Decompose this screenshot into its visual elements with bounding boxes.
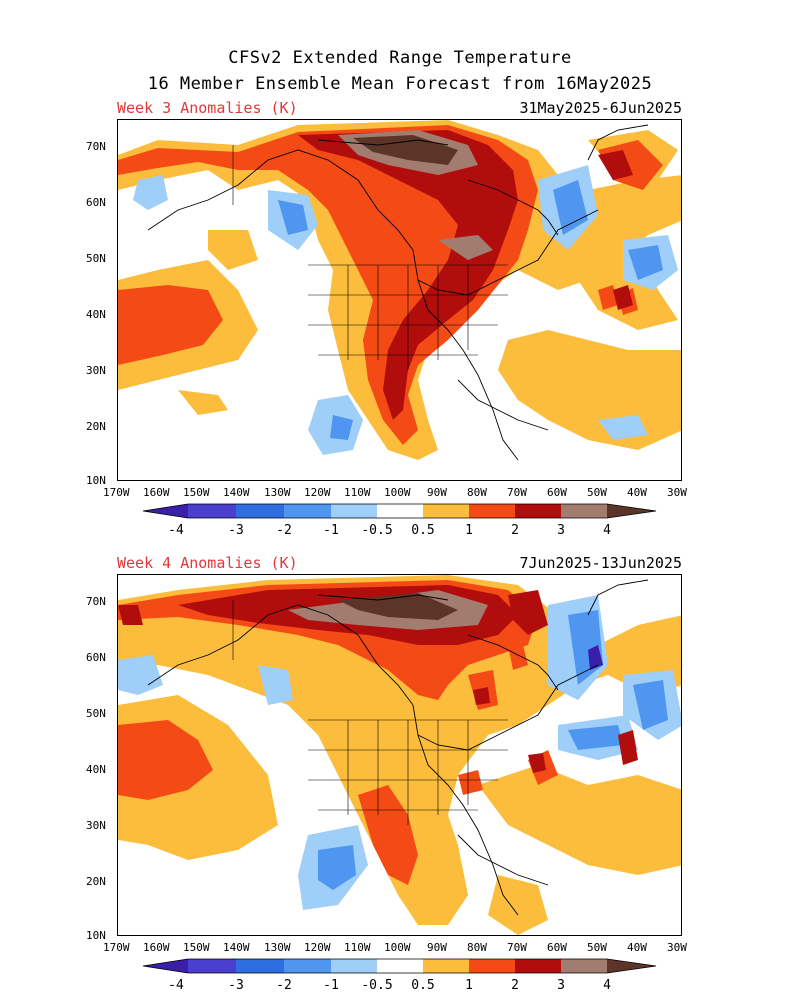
week4-map — [117, 574, 682, 936]
colorbar-label: -0.5 — [361, 978, 392, 993]
lon-label: 100W — [384, 486, 411, 499]
lon-label: 120W — [304, 486, 331, 499]
lon-label: 80W — [467, 941, 487, 954]
lon-label: 40W — [627, 486, 647, 499]
colorbar-swatch — [469, 959, 515, 973]
colorbar-swatch — [423, 504, 469, 518]
colorbar-label: 0.5 — [411, 978, 434, 993]
colorbar-swatch — [284, 504, 331, 518]
colorbar-label: 3 — [557, 978, 565, 993]
colorbar-label: -3 — [228, 523, 244, 538]
lon-label: 90W — [427, 941, 447, 954]
lat-label: 40N — [86, 763, 106, 776]
colorbar-swatch — [331, 959, 377, 973]
lon-label: 70W — [507, 486, 527, 499]
colorbar-label: 0.5 — [411, 523, 434, 538]
colorbar-label: -1 — [323, 523, 339, 538]
colorbar-label: -3 — [228, 978, 244, 993]
colorbar-label: 4 — [603, 523, 611, 538]
week3-colorbar: -4 -3 -2 -1 -0.5 0.5 1 2 3 4 — [142, 503, 657, 538]
lon-label: 170W — [103, 486, 130, 499]
colorbar-swatch — [377, 959, 423, 973]
lon-label: 30W — [667, 941, 687, 954]
colorbar-swatch — [143, 959, 188, 973]
colorbar-swatch — [377, 504, 423, 518]
lat-label: 10N — [86, 929, 106, 942]
lat-label: 70N — [86, 595, 106, 608]
lon-label: 80W — [467, 486, 487, 499]
lon-label: 90W — [427, 486, 447, 499]
lat-label: 10N — [86, 474, 106, 487]
lat-label: 40N — [86, 308, 106, 321]
colorbar-label: -1 — [323, 978, 339, 993]
colorbar-swatch — [469, 504, 515, 518]
lat-label: 50N — [86, 252, 106, 265]
colorbar-label: -0.5 — [361, 523, 392, 538]
colorbar-swatch — [607, 959, 656, 973]
lon-label: 170W — [103, 941, 130, 954]
lon-label: 60W — [547, 941, 567, 954]
lon-label: 110W — [344, 941, 371, 954]
week4-dates: 7Jun2025-13Jun2025 — [519, 554, 682, 572]
colorbar-label: -2 — [276, 523, 292, 538]
lat-label: 50N — [86, 707, 106, 720]
week4-label: Week 4 Anomalies (K) — [117, 554, 298, 572]
chart-title-line2: 16 Member Ensemble Mean Forecast from 16… — [147, 74, 653, 94]
colorbar-swatch — [423, 959, 469, 973]
lat-label: 30N — [86, 364, 106, 377]
lon-label: 50W — [587, 941, 607, 954]
lat-label: 60N — [86, 651, 106, 664]
colorbar-swatch — [515, 959, 561, 973]
colorbar-swatch — [236, 959, 284, 973]
colorbar-label: 2 — [511, 978, 519, 993]
lon-label: 150W — [183, 486, 210, 499]
colorbar-swatch — [188, 504, 236, 518]
lon-label: 120W — [304, 941, 331, 954]
lon-label: 130W — [264, 486, 291, 499]
lon-label: 30W — [667, 486, 687, 499]
lat-label: 60N — [86, 196, 106, 209]
lat-label: 20N — [86, 875, 106, 888]
colorbar-swatches — [143, 504, 656, 518]
colorbar-swatch — [607, 504, 656, 518]
colorbar-swatch — [515, 504, 561, 518]
colorbar-label: -4 — [168, 978, 184, 993]
colorbar-swatch — [143, 504, 188, 518]
colorbar-swatch — [561, 504, 607, 518]
lon-label: 140W — [223, 486, 250, 499]
colorbar-label: -4 — [168, 523, 184, 538]
lon-label: 50W — [587, 486, 607, 499]
lat-label: 20N — [86, 420, 106, 433]
colorbar-label: 2 — [511, 523, 519, 538]
colorbar-label: 4 — [603, 978, 611, 993]
colorbar-label: 1 — [465, 978, 473, 993]
lon-label: 110W — [344, 486, 371, 499]
lon-label: 40W — [627, 941, 647, 954]
colorbar-swatches — [143, 959, 656, 973]
colorbar-label: -2 — [276, 978, 292, 993]
chart-title-line1: CFSv2 Extended Range Temperature — [228, 48, 572, 68]
colorbar-label: 1 — [465, 523, 473, 538]
week4-colorbar: -4 -3 -2 -1 -0.5 0.5 1 2 3 4 — [142, 958, 657, 993]
lon-label: 160W — [143, 486, 170, 499]
colorbar-swatch — [236, 504, 284, 518]
lat-label: 30N — [86, 819, 106, 832]
colorbar-swatch — [331, 504, 377, 518]
lon-label: 160W — [143, 941, 170, 954]
lat-label: 70N — [86, 140, 106, 153]
lon-label: 70W — [507, 941, 527, 954]
lon-label: 100W — [384, 941, 411, 954]
week3-label: Week 3 Anomalies (K) — [117, 99, 298, 117]
colorbar-swatch — [561, 959, 607, 973]
lon-label: 140W — [223, 941, 250, 954]
colorbar-swatch — [284, 959, 331, 973]
colorbar-label: 3 — [557, 523, 565, 538]
lon-label: 150W — [183, 941, 210, 954]
week3-dates: 31May2025-6Jun2025 — [519, 99, 682, 117]
lon-label: 60W — [547, 486, 567, 499]
colorbar-swatch — [188, 959, 236, 973]
lon-label: 130W — [264, 941, 291, 954]
week3-map — [117, 119, 682, 481]
